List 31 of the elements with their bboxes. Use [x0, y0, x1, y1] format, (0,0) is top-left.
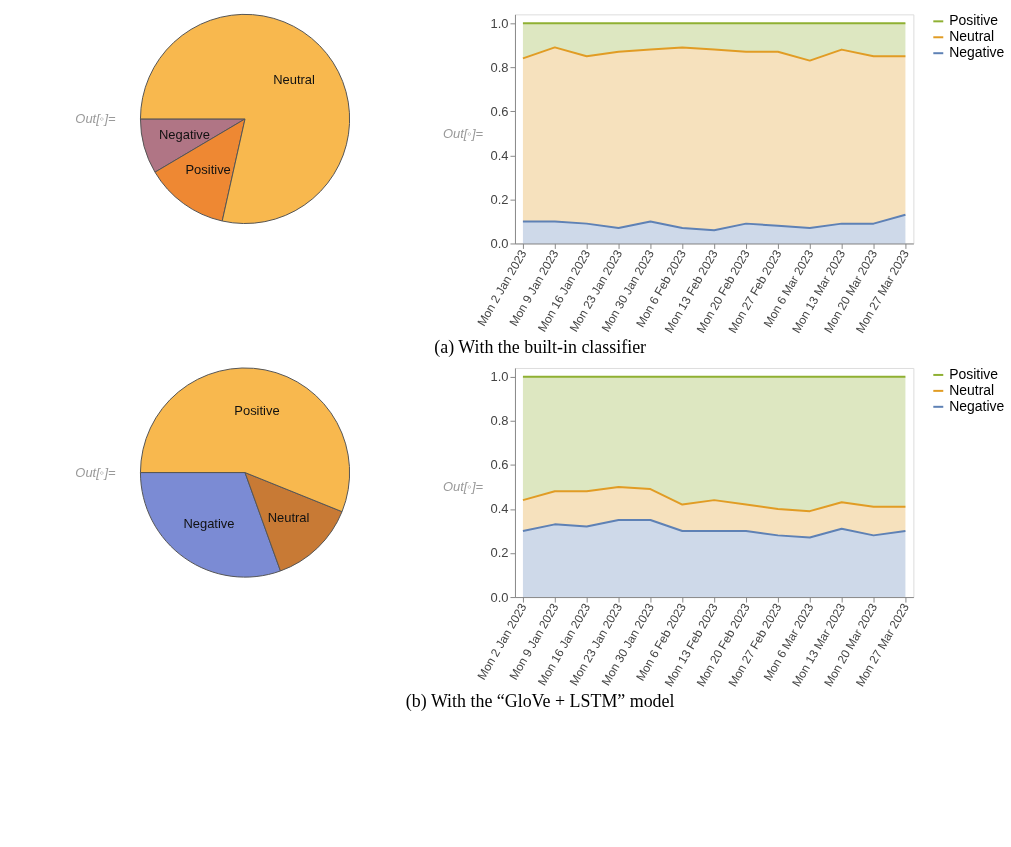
legend-label: Positive: [949, 12, 999, 29]
slice-label: Negative: [158, 127, 211, 143]
pie-slice: [139, 13, 351, 224]
text: Out[◦]=: [75, 110, 116, 126]
text: Out[◦]=: [442, 479, 484, 495]
y-tick-label: 1.0: [490, 369, 509, 385]
slice-label: Positive: [185, 161, 231, 177]
legend-label: Neutral: [949, 381, 995, 398]
text: (b) With the “GloVe + LSTM” model: [405, 690, 675, 712]
y-tick-label: 0.0: [490, 589, 509, 605]
slice-label: Neutral: [273, 71, 315, 87]
text: Out[◦]=: [75, 464, 116, 480]
y-tick-label: 0.6: [490, 103, 509, 119]
text: (a) With the built-in classifier: [434, 336, 647, 358]
legend-label: Neutral: [949, 28, 995, 45]
y-tick-label: 0.2: [490, 191, 509, 207]
slice-label: Positive: [234, 402, 280, 418]
slice-label: Negative: [183, 515, 235, 531]
y-tick-label: 1.0: [490, 15, 509, 31]
y-tick-label: 0.6: [490, 457, 509, 473]
legend-label: Negative: [949, 44, 1005, 61]
y-tick-label: 0.8: [490, 413, 509, 429]
y-tick-label: 0.8: [490, 59, 509, 75]
y-tick-label: 0.0: [490, 235, 509, 251]
slice-label: Neutral: [267, 509, 310, 525]
y-tick-label: 0.2: [490, 545, 509, 561]
legend-label: Negative: [949, 397, 1005, 414]
y-tick-label: 0.4: [490, 501, 509, 517]
text: Out[◦]=: [442, 125, 484, 141]
legend-label: Positive: [949, 365, 999, 382]
y-tick-label: 0.4: [490, 147, 509, 163]
